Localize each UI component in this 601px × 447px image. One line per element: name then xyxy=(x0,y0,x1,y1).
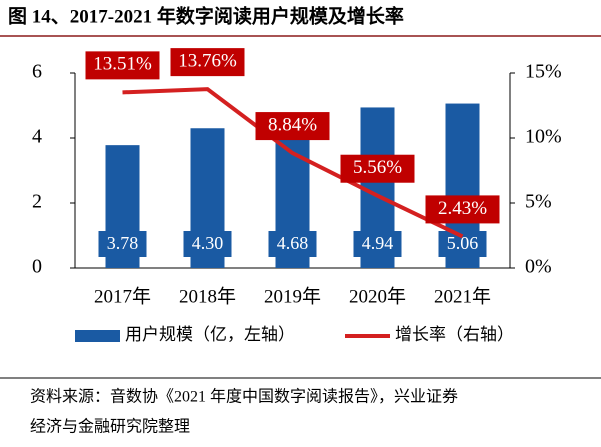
bar-label-box xyxy=(353,231,402,257)
x-tick-label: 2020年 xyxy=(349,285,406,307)
y2-tick-label: 5% xyxy=(525,191,552,213)
line-label: 13.76% xyxy=(178,50,237,71)
line-label: 2.43% xyxy=(438,198,487,219)
y-tick-label: 2 xyxy=(32,191,42,213)
chart-title: 图 14、2017-2021 年数字阅读用户规模及增长率 xyxy=(8,4,404,27)
line xyxy=(122,87,464,239)
line-label-box xyxy=(255,112,330,141)
y-tick-label: 4 xyxy=(32,126,42,148)
line-label-box xyxy=(425,195,500,224)
line-label-box xyxy=(170,48,245,77)
line-label-box xyxy=(85,51,160,80)
bar-label: 3.78 xyxy=(107,233,139,253)
bar-label: 5.06 xyxy=(447,233,479,253)
legend-label: 增长率（右轴） xyxy=(395,325,514,344)
y2-tick-label: 10% xyxy=(525,126,562,148)
y2-tick-label: 0% xyxy=(525,256,552,278)
source-text: 经济与金融研究院整理 xyxy=(30,418,190,436)
y-tick-label: 6 xyxy=(32,61,42,83)
bar-label-box xyxy=(98,231,147,257)
bar-label: 4.68 xyxy=(277,233,309,253)
legend-label: 用户规模（亿，左轴） xyxy=(125,325,295,344)
bar-label: 4.30 xyxy=(192,233,224,253)
x-tick-label: 2021年 xyxy=(434,285,491,307)
x-tick-label: 2018年 xyxy=(179,285,236,307)
line-label: 5.56% xyxy=(353,157,402,178)
source-text: 资料来源：音数协《2021 年度中国数字阅读报告》，兴业证券 xyxy=(30,388,458,406)
y-tick-label: 0 xyxy=(32,256,42,278)
line-label-box xyxy=(340,154,415,183)
line-label: 8.84% xyxy=(268,114,317,135)
x-tick-label: 2019年 xyxy=(264,285,321,307)
y2-tick-label: 15% xyxy=(525,61,562,83)
line-label: 13.51% xyxy=(93,54,152,75)
bar-label-box xyxy=(183,231,232,257)
legend-swatch xyxy=(75,330,120,342)
bar-label-box xyxy=(268,231,317,257)
bar-label: 4.94 xyxy=(362,233,394,253)
x-tick-label: 2017年 xyxy=(94,285,151,307)
